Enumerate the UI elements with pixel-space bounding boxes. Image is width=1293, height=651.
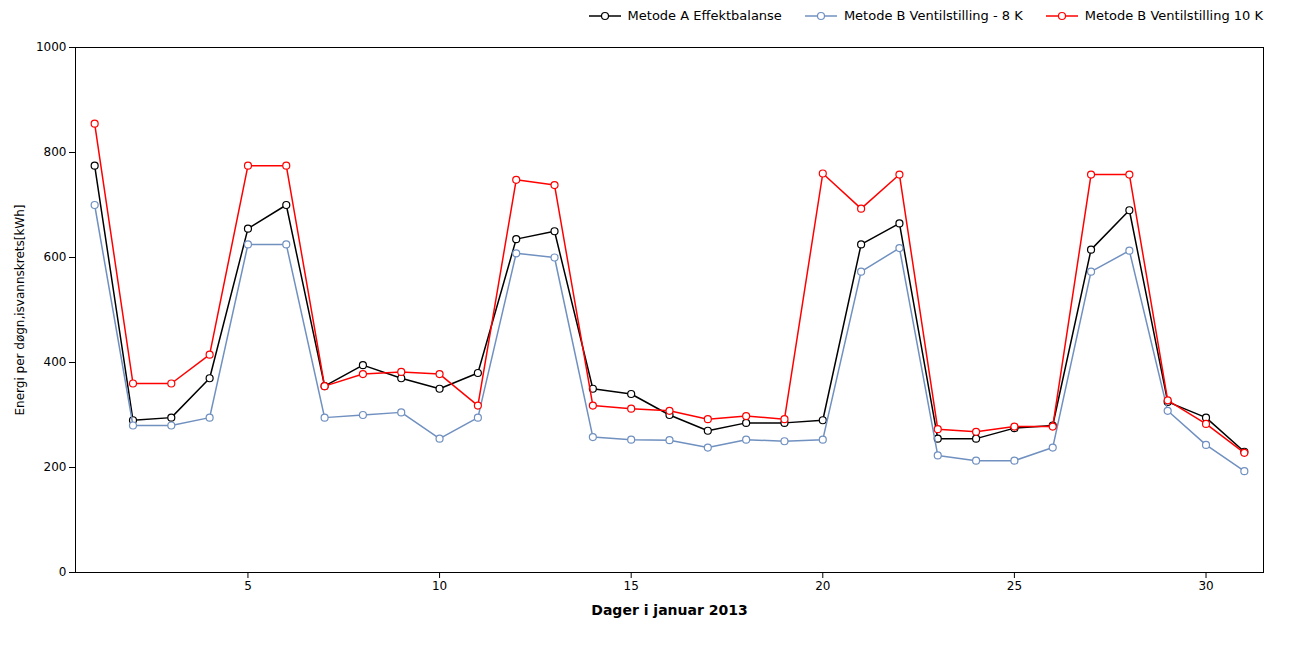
html-text:Metode B Ventilstilling - 8 K: Metode B Ventilstilling - 8 K xyxy=(843,8,1023,23)
svg-text:20: 20 xyxy=(815,579,830,593)
svg-text:30: 30 xyxy=(1198,579,1213,593)
html-text:Metode A Effektbalanse: Metode A Effektbalanse xyxy=(627,8,782,23)
svg-text:25: 25 xyxy=(1007,579,1022,593)
svg-text:15: 15 xyxy=(624,579,639,593)
html-text:Metode B Ventilstilling 10 K: Metode B Ventilstilling 10 K xyxy=(1084,8,1263,23)
svg-text:Energi per døgn,isvannskrets[k: Energi per døgn,isvannskrets[kWh] xyxy=(13,204,27,415)
svg-text:1000: 1000 xyxy=(36,40,67,54)
svg-text:5: 5 xyxy=(244,579,252,593)
svg-text:800: 800 xyxy=(44,145,67,159)
svg-text:0: 0 xyxy=(59,565,67,579)
svg-text:Dager i januar 2013: Dager i januar 2013 xyxy=(591,602,747,618)
svg-text:400: 400 xyxy=(44,355,67,369)
svg-text:10: 10 xyxy=(432,579,447,593)
svg-text:200: 200 xyxy=(44,460,67,474)
svg-text:600: 600 xyxy=(44,250,67,264)
